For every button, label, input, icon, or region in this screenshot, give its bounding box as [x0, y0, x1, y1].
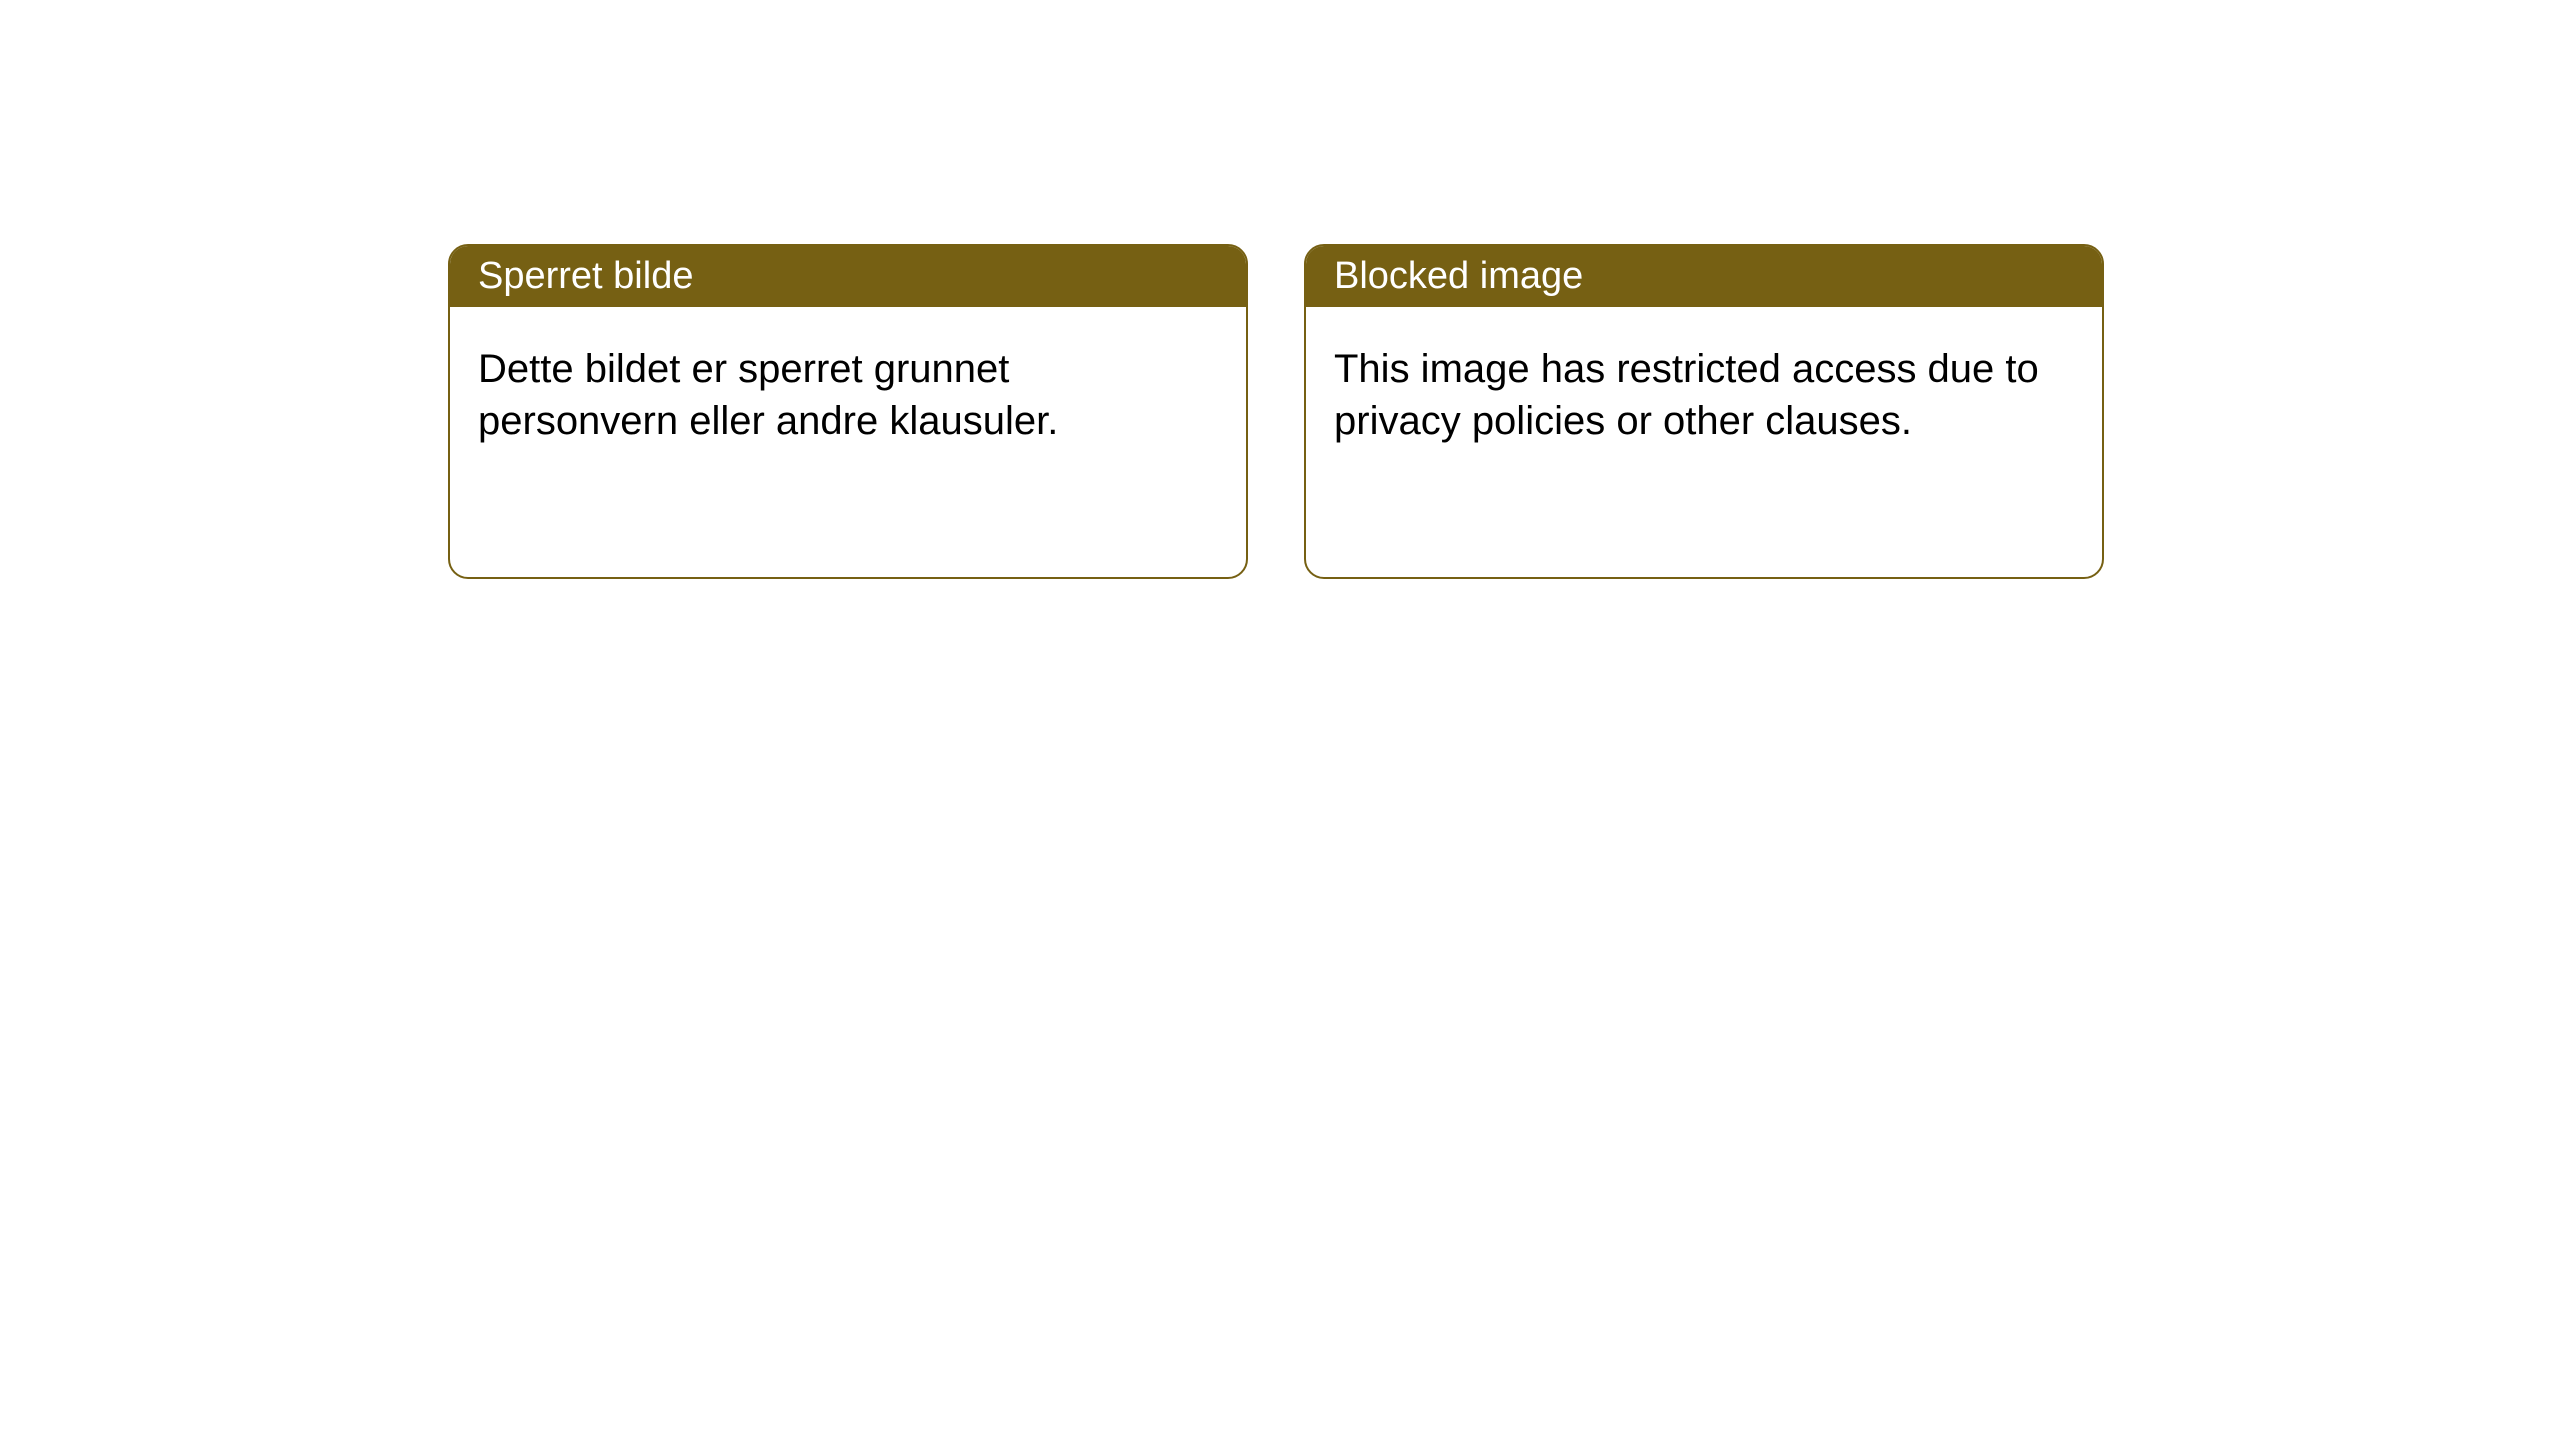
card-title: Blocked image	[1334, 255, 1583, 298]
card-header: Sperret bilde	[450, 246, 1246, 307]
card-header: Blocked image	[1306, 246, 2102, 307]
notice-card-english: Blocked image This image has restricted …	[1304, 244, 2104, 579]
notice-card-norwegian: Sperret bilde Dette bildet er sperret gr…	[448, 244, 1248, 579]
card-body-text: Dette bildet er sperret grunnet personve…	[478, 347, 1058, 443]
notice-card-container: Sperret bilde Dette bildet er sperret gr…	[0, 0, 2560, 579]
card-title: Sperret bilde	[478, 255, 693, 298]
card-body: This image has restricted access due to …	[1306, 307, 2102, 483]
card-body-text: This image has restricted access due to …	[1334, 347, 2039, 443]
card-body: Dette bildet er sperret grunnet personve…	[450, 307, 1246, 483]
